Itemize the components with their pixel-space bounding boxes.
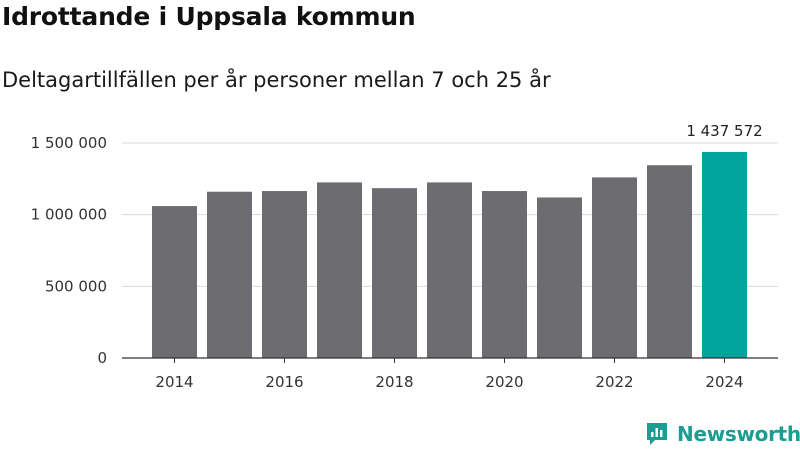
bar-2024	[702, 151, 747, 358]
x-tick-label: 2016	[265, 373, 303, 391]
x-tick-label: 2014	[155, 373, 193, 391]
bar-2016	[262, 191, 307, 358]
bar-2014	[152, 206, 197, 358]
y-tick-label: 0	[97, 349, 107, 367]
chart-title: Idrottande i Uppsala kommun	[2, 2, 416, 31]
y-tick-label: 1 500 000	[31, 134, 107, 152]
bar-2018	[372, 188, 417, 358]
chart-subtitle: Deltagartillfällen per år personer mella…	[2, 68, 551, 92]
bar-2022	[592, 177, 637, 358]
highlight-data-label: 1 437 572	[686, 122, 762, 140]
x-tick-label: 2020	[485, 373, 523, 391]
x-tick-label: 2018	[375, 373, 413, 391]
bar-2020	[482, 191, 527, 358]
brand-name: Newsworthy	[677, 422, 800, 446]
bar-2015	[207, 191, 252, 358]
brand-logo: Newsworthy	[645, 420, 800, 448]
x-tick-label: 2024	[705, 373, 743, 391]
bar-2023	[647, 165, 692, 358]
y-tick-label: 500 000	[45, 277, 107, 295]
bar-2017	[317, 182, 362, 358]
newsworthy-logo-icon	[647, 423, 667, 445]
bar-2021	[537, 197, 582, 358]
y-tick-label: 1 000 000	[31, 206, 107, 224]
bar-2019	[427, 182, 472, 358]
x-tick-label: 2022	[595, 373, 633, 391]
